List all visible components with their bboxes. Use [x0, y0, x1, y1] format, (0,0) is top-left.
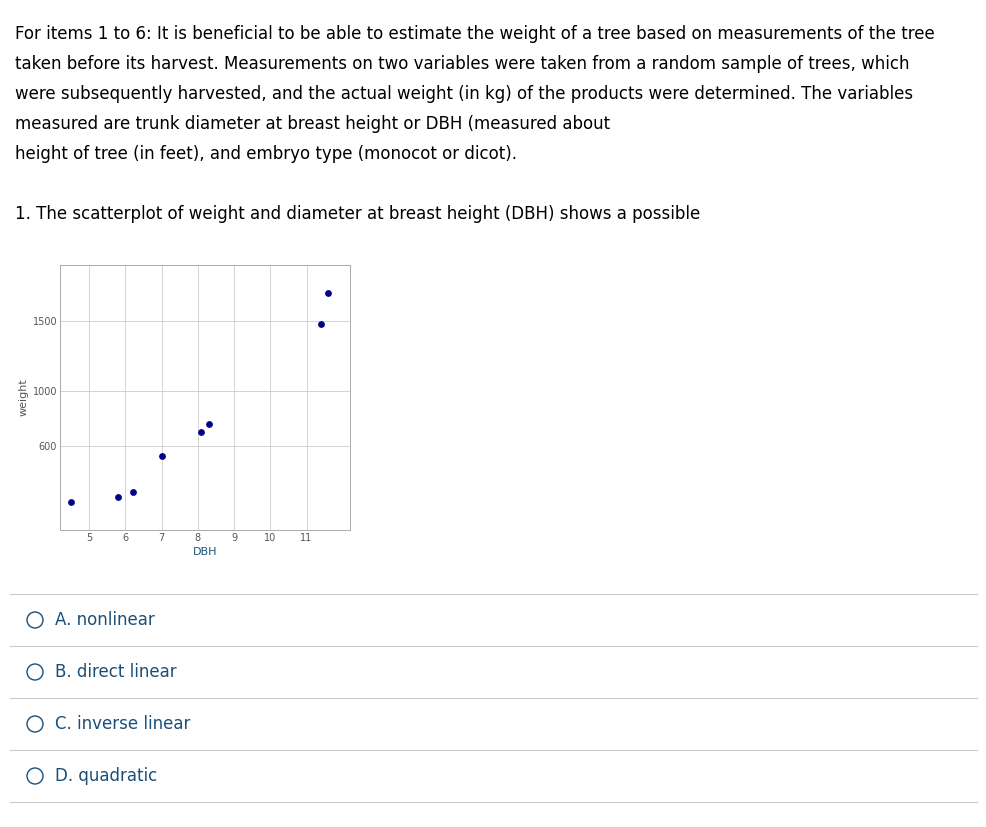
Text: D. quadratic: D. quadratic — [55, 767, 157, 785]
Point — [63, 495, 79, 509]
Y-axis label: weight: weight — [19, 379, 29, 416]
Text: were subsequently harvested, and the actual weight (in kg) of the products were : were subsequently harvested, and the act… — [15, 85, 912, 103]
Text: 1. The scatterplot of weight and diameter at breast height (DBH) shows a possibl: 1. The scatterplot of weight and diamete… — [15, 205, 705, 223]
Text: A. nonlinear: A. nonlinear — [55, 611, 155, 629]
Text: C. inverse linear: C. inverse linear — [55, 715, 190, 733]
Text: For items 1 to 6: It is beneficial to be able to estimate the weight of a tree b: For items 1 to 6: It is beneficial to be… — [15, 25, 934, 43]
Text: B. direct linear: B. direct linear — [55, 663, 176, 681]
Point — [200, 418, 216, 431]
Point — [154, 449, 170, 462]
Point — [320, 286, 336, 299]
Text: taken before its harvest. Measurements on two variables were taken from a random: taken before its harvest. Measurements o… — [15, 55, 908, 73]
Point — [110, 490, 126, 503]
Point — [124, 485, 140, 499]
Point — [193, 426, 209, 439]
Point — [313, 317, 328, 330]
Text: height of tree (in feet), and embryo type (monocot or dicot).: height of tree (in feet), and embryo typ… — [15, 145, 517, 163]
Text: measured are trunk diameter at breast height or DBH (measured about: measured are trunk diameter at breast he… — [15, 115, 614, 133]
X-axis label: DBH: DBH — [192, 547, 217, 557]
